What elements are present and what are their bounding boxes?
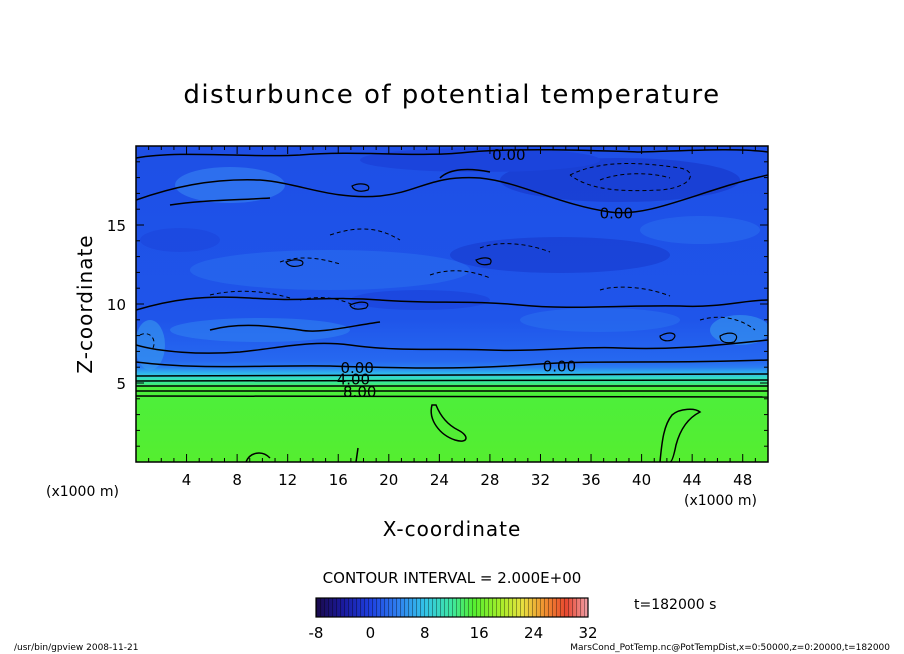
colorbar-tick-label: 32 [578, 624, 597, 642]
contour-lines [136, 148, 768, 462]
colorbar-tick-label: 16 [470, 624, 489, 642]
footer-left: /usr/bin/gpview 2008-11-21 [14, 643, 138, 653]
x-axis-label: X-coordinate [383, 517, 522, 541]
chart-title: disturbunce of potential temperature [183, 80, 720, 110]
contour-labels: 0.000.000.00 0.004.008.00 [337, 146, 633, 401]
footer-right: MarsCond_PotTemp.nc@PotTempDist,x=0:5000… [570, 643, 890, 653]
colorbar: -8 0 8 16 24 32 [309, 597, 598, 642]
colorbar-tick-label: -8 [309, 624, 324, 642]
contour-label: 8.00 [343, 383, 376, 401]
x-tick-label: 44 [683, 471, 702, 489]
y-tick-labels: 5 10 15 [107, 217, 126, 393]
x-tick-label: 20 [379, 471, 398, 489]
x-unit-right: (x1000 m) [684, 493, 757, 509]
x-tick-labels: 4 8 12 16 20 24 28 32 36 40 44 48 [182, 471, 752, 489]
y-tick-label: 10 [107, 296, 126, 314]
contour-label: 0.00 [600, 204, 633, 222]
time-label: t=182000 s [634, 597, 716, 613]
contour-label: 0.00 [340, 359, 373, 377]
x-tick-label: 4 [182, 471, 192, 489]
y-tick-label: 5 [116, 375, 126, 393]
x-tick-label: 24 [430, 471, 449, 489]
field-texture [136, 148, 768, 370]
colorbar-stripes [316, 598, 588, 617]
colorbar-tick-labels: -8 0 8 16 24 32 [309, 624, 598, 642]
contour-interval: CONTOUR INTERVAL = 2.000E+00 [323, 569, 582, 587]
colorbar-frame [315, 597, 589, 618]
y-axis-label: Z-coordinate [73, 234, 97, 373]
axis-ticks [136, 146, 768, 462]
x-tick-label: 8 [232, 471, 242, 489]
contour-blobs [285, 183, 738, 344]
x-tick-label: 16 [329, 471, 348, 489]
contour-label: 0.00 [492, 146, 525, 164]
plot-area [136, 146, 768, 462]
colorbar-tick-label: 8 [420, 624, 430, 642]
x-tick-label: 40 [632, 471, 651, 489]
x-tick-label: 12 [278, 471, 297, 489]
x-tick-label: 32 [531, 471, 550, 489]
colorbar-tick-label: 0 [366, 624, 376, 642]
x-tick-label: 36 [581, 471, 600, 489]
x-unit-left: (x1000 m) [46, 484, 119, 500]
colorbar-tick-label: 24 [524, 624, 543, 642]
y-tick-label: 15 [107, 217, 126, 235]
contour-label: 0.00 [543, 358, 576, 376]
x-tick-label: 28 [480, 471, 499, 489]
contour-label: 4.00 [337, 370, 370, 388]
x-tick-label: 48 [733, 471, 752, 489]
